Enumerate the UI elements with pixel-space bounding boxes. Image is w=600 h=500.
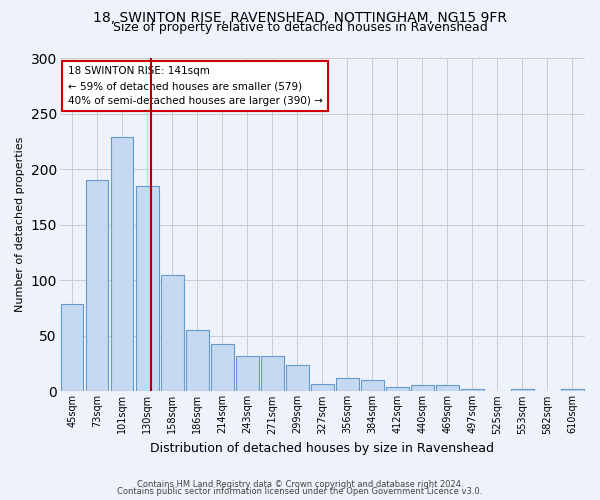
Bar [511,389,534,392]
Bar [236,356,259,392]
Bar [136,186,158,392]
X-axis label: Distribution of detached houses by size in Ravenshead: Distribution of detached houses by size … [151,442,494,455]
Text: 18 SWINTON RISE: 141sqm
← 59% of detached houses are smaller (579)
40% of semi-d: 18 SWINTON RISE: 141sqm ← 59% of detache… [68,66,322,106]
Bar [211,344,233,392]
Bar [411,384,434,392]
Bar [461,389,484,392]
Text: 18, SWINTON RISE, RAVENSHEAD, NOTTINGHAM, NG15 9FR: 18, SWINTON RISE, RAVENSHEAD, NOTTINGHAM… [93,11,507,25]
Y-axis label: Number of detached properties: Number of detached properties [15,137,25,312]
Bar [286,364,308,392]
Bar [186,330,209,392]
Bar [436,384,458,392]
Text: Contains public sector information licensed under the Open Government Licence v3: Contains public sector information licen… [118,487,482,496]
Text: Contains HM Land Registry data © Crown copyright and database right 2024.: Contains HM Land Registry data © Crown c… [137,480,463,489]
Bar [111,137,133,392]
Bar [311,384,334,392]
Text: Size of property relative to detached houses in Ravenshead: Size of property relative to detached ho… [113,22,487,35]
Bar [361,380,383,392]
Bar [336,378,359,392]
Bar [261,356,284,392]
Bar [61,304,83,392]
Bar [561,389,584,392]
Bar [86,180,109,392]
Bar [386,387,409,392]
Bar [161,274,184,392]
